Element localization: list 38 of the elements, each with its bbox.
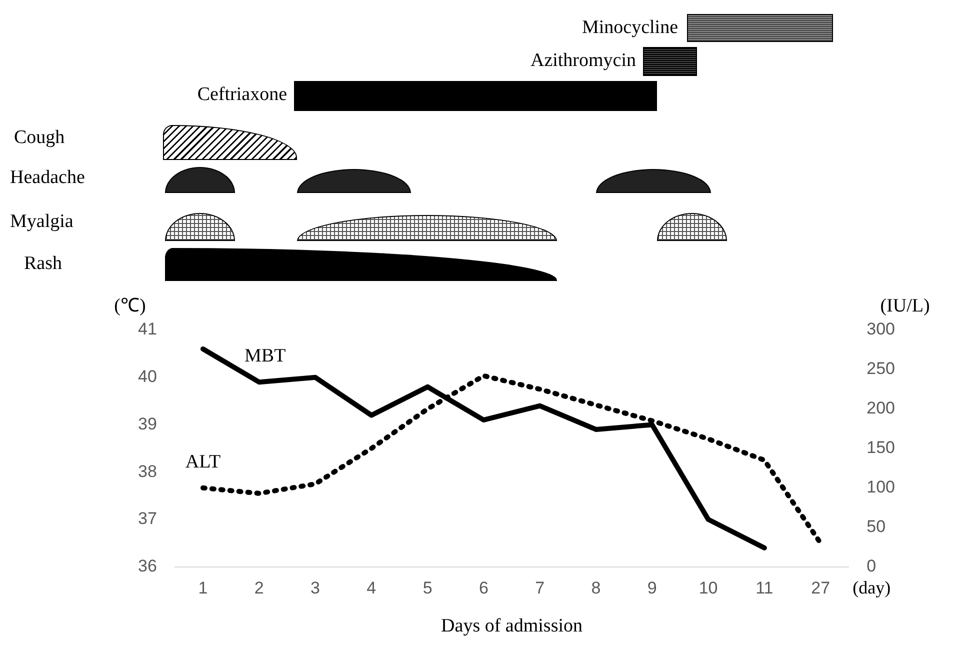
y2-tick-label: 300 [866, 320, 896, 339]
y-axis-title: (℃) [114, 295, 146, 316]
x-tick-label: 6 [478, 578, 488, 598]
y-tick-label: 36 [138, 556, 157, 576]
x-tick-label: 7 [535, 578, 545, 598]
series-label: ALT [185, 451, 221, 472]
x-tick-label: 8 [591, 578, 601, 598]
x-tick-label: 9 [647, 578, 657, 598]
text: Minocycline [582, 16, 678, 40]
y-tick-label: 37 [138, 509, 157, 528]
x-tick-label: 1 [198, 578, 208, 598]
text: Myalgia [10, 210, 74, 234]
x-tick-label: 27 [811, 578, 830, 598]
y2-tick-label: 200 [866, 398, 896, 418]
y2-tick-label: 100 [866, 478, 896, 497]
y-tick-label: 38 [138, 462, 157, 481]
text: Azithromycin [530, 49, 636, 73]
y2-axis-title: (IU/L) [880, 295, 930, 316]
y-tick-label: 41 [138, 320, 157, 339]
y-tick-label: 40 [138, 367, 157, 386]
y-tick-label: 39 [138, 414, 157, 434]
x-axis-title: Days of admission [441, 616, 583, 637]
text: (day) [852, 578, 891, 598]
y2-tick-label: 0 [866, 556, 876, 576]
x-tick-label: 2 [254, 578, 264, 598]
x-tick-label: 4 [366, 578, 376, 598]
text: Rash [24, 252, 62, 276]
x-tick-label: 10 [698, 578, 718, 598]
x-tick-label: 3 [310, 578, 320, 598]
y2-tick-label: 250 [866, 359, 896, 378]
y2-tick-label: 50 [866, 517, 886, 536]
y2-tick-label: 150 [866, 438, 896, 458]
text: Headache [10, 166, 85, 190]
text: Cough [14, 126, 65, 150]
x-tick-label: 11 [756, 578, 774, 598]
text: Ceftriaxone [197, 83, 287, 107]
x-tick-label: 5 [422, 578, 432, 598]
series-label: MBT [244, 346, 286, 367]
